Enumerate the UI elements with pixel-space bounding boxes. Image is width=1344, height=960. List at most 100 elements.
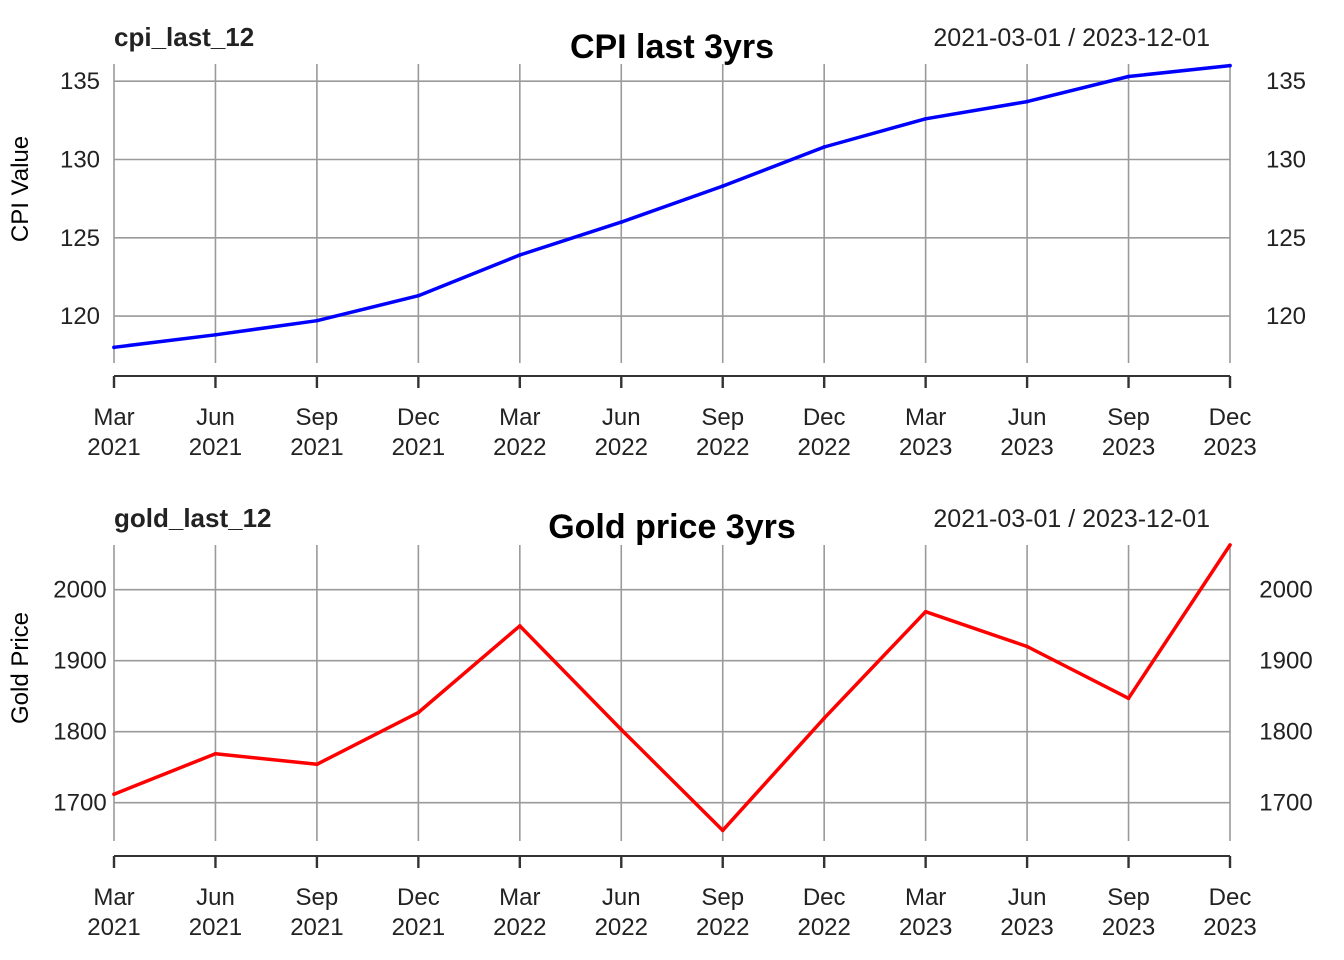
data-point <box>1025 644 1029 649</box>
x-tick-label-month: Sep <box>296 404 339 431</box>
data-point <box>619 727 624 732</box>
x-tick-label-month: Mar <box>499 884 540 911</box>
x-tick-label-month: Sep <box>1107 884 1150 911</box>
x-tick-label-year: 2022 <box>696 434 749 461</box>
x-tick-label-year: 2023 <box>899 914 952 941</box>
x-tick-label-year: 2022 <box>797 914 850 941</box>
x-tick-label-year: 2021 <box>290 914 343 941</box>
series-line <box>112 63 1232 350</box>
x-tick-label-month: Dec <box>803 884 846 911</box>
x-tick-label-month: Mar <box>905 404 946 431</box>
x-tick-label-year: 2023 <box>1102 434 1155 461</box>
date-range: 2021-03-01 / 2023-12-01 <box>933 505 1210 533</box>
x-tick-label-month: Jun <box>1008 404 1047 431</box>
x-tick-label-month: Jun <box>602 884 641 911</box>
x-tick-label-year: 2023 <box>1102 914 1155 941</box>
data-point <box>416 293 421 298</box>
y-tick-label-left: 125 <box>60 225 100 252</box>
data-point <box>315 762 319 767</box>
data-point <box>720 828 725 833</box>
data-point <box>315 318 319 323</box>
series-line <box>112 543 1232 833</box>
x-tick-label-year: 2022 <box>696 914 749 941</box>
x-tick-label-year: 2021 <box>290 434 343 461</box>
data-point <box>1228 543 1232 547</box>
x-tick-label-month: Sep <box>1107 404 1150 431</box>
x-tick-label-year: 2021 <box>87 914 140 941</box>
y-tick-label-right: 1700 <box>1259 790 1312 817</box>
x-tick-label-month: Mar <box>905 884 946 911</box>
gold-chart-panel: gold_last_12 Gold price 3yrs 2021-03-01 … <box>7 503 1313 941</box>
data-point <box>213 333 218 337</box>
series-label: gold_last_12 <box>114 503 272 533</box>
data-point <box>112 792 116 796</box>
data-point <box>416 710 421 715</box>
y-tick-label-left: 2000 <box>53 577 106 604</box>
y-tick-label-right: 2000 <box>1259 577 1312 604</box>
y-axis-label: Gold Price <box>7 612 34 724</box>
x-tick-label-year: 2022 <box>595 434 648 461</box>
x-tick-label-month: Sep <box>701 884 744 911</box>
y-tick-label-right: 120 <box>1266 303 1306 330</box>
data-point <box>619 220 624 224</box>
x-tick-label-month: Jun <box>1008 884 1047 911</box>
date-range: 2021-03-01 / 2023-12-01 <box>933 24 1210 52</box>
x-tick-label-year: 2021 <box>189 914 242 941</box>
data-point <box>923 609 928 614</box>
x-tick-label-year: 2022 <box>493 434 546 461</box>
data-point <box>1025 99 1029 104</box>
y-tick-label-left: 1800 <box>53 719 106 746</box>
y-tick-label-left: 130 <box>60 146 100 173</box>
x-tick-label-year: 2021 <box>189 434 242 461</box>
x-tick-label-year: 2022 <box>797 434 850 461</box>
chart-title: CPI last 3yrs <box>570 28 774 66</box>
x-tick-label-year: 2023 <box>1000 434 1053 461</box>
data-point <box>720 184 725 188</box>
data-point <box>518 624 522 628</box>
series-label: cpi_last_12 <box>114 22 254 52</box>
y-tick-label-left: 135 <box>60 68 100 95</box>
data-point <box>1126 74 1131 79</box>
x-tick-label-year: 2023 <box>1203 914 1256 941</box>
cpi-chart-panel: cpi_last_12 CPI last 3yrs 2021-03-01 / 2… <box>7 22 1306 461</box>
x-tick-label-year: 2023 <box>1000 914 1053 941</box>
x-tick-label-month: Jun <box>602 404 641 431</box>
data-point <box>213 751 218 756</box>
data-point <box>822 145 826 149</box>
x-tick-label-year: 2021 <box>392 434 445 461</box>
y-tick-label-left: 120 <box>60 303 100 330</box>
x-tick-label-year: 2023 <box>899 434 952 461</box>
y-tick-label-left: 1900 <box>53 648 106 675</box>
data-point <box>923 116 928 121</box>
x-tick-label-month: Jun <box>196 404 235 431</box>
x-tick-label-month: Mar <box>93 884 134 911</box>
y-axis-label: CPI Value <box>7 136 34 242</box>
data-point <box>518 253 522 257</box>
y-tick-label-right: 1800 <box>1259 719 1312 746</box>
x-tick-label-month: Mar <box>499 404 540 431</box>
x-tick-label-month: Sep <box>296 884 339 911</box>
x-tick-label-month: Dec <box>803 404 846 431</box>
y-tick-label-right: 135 <box>1266 68 1306 95</box>
y-tick-label-left: 1700 <box>53 790 106 817</box>
x-tick-label-month: Sep <box>701 404 744 431</box>
x-tick-label-year: 2022 <box>595 914 648 941</box>
data-point <box>112 345 116 350</box>
x-tick-label-month: Jun <box>196 884 235 911</box>
x-tick-label-month: Mar <box>93 404 134 431</box>
x-tick-label-month: Dec <box>1209 404 1252 431</box>
x-tick-label-year: 2022 <box>493 914 546 941</box>
x-tick-label-month: Dec <box>1209 884 1252 911</box>
y-tick-label-right: 125 <box>1266 225 1306 252</box>
y-tick-label-right: 130 <box>1266 146 1306 173</box>
x-tick-label-month: Dec <box>397 884 440 911</box>
x-tick-label-year: 2021 <box>87 434 140 461</box>
y-tick-label-right: 1900 <box>1259 648 1312 675</box>
x-tick-label-month: Dec <box>397 404 440 431</box>
chart-title: Gold price 3yrs <box>548 508 796 546</box>
data-point <box>1126 696 1131 701</box>
x-tick-label-year: 2021 <box>392 914 445 941</box>
data-point <box>822 716 826 720</box>
x-tick-label-year: 2023 <box>1203 434 1256 461</box>
